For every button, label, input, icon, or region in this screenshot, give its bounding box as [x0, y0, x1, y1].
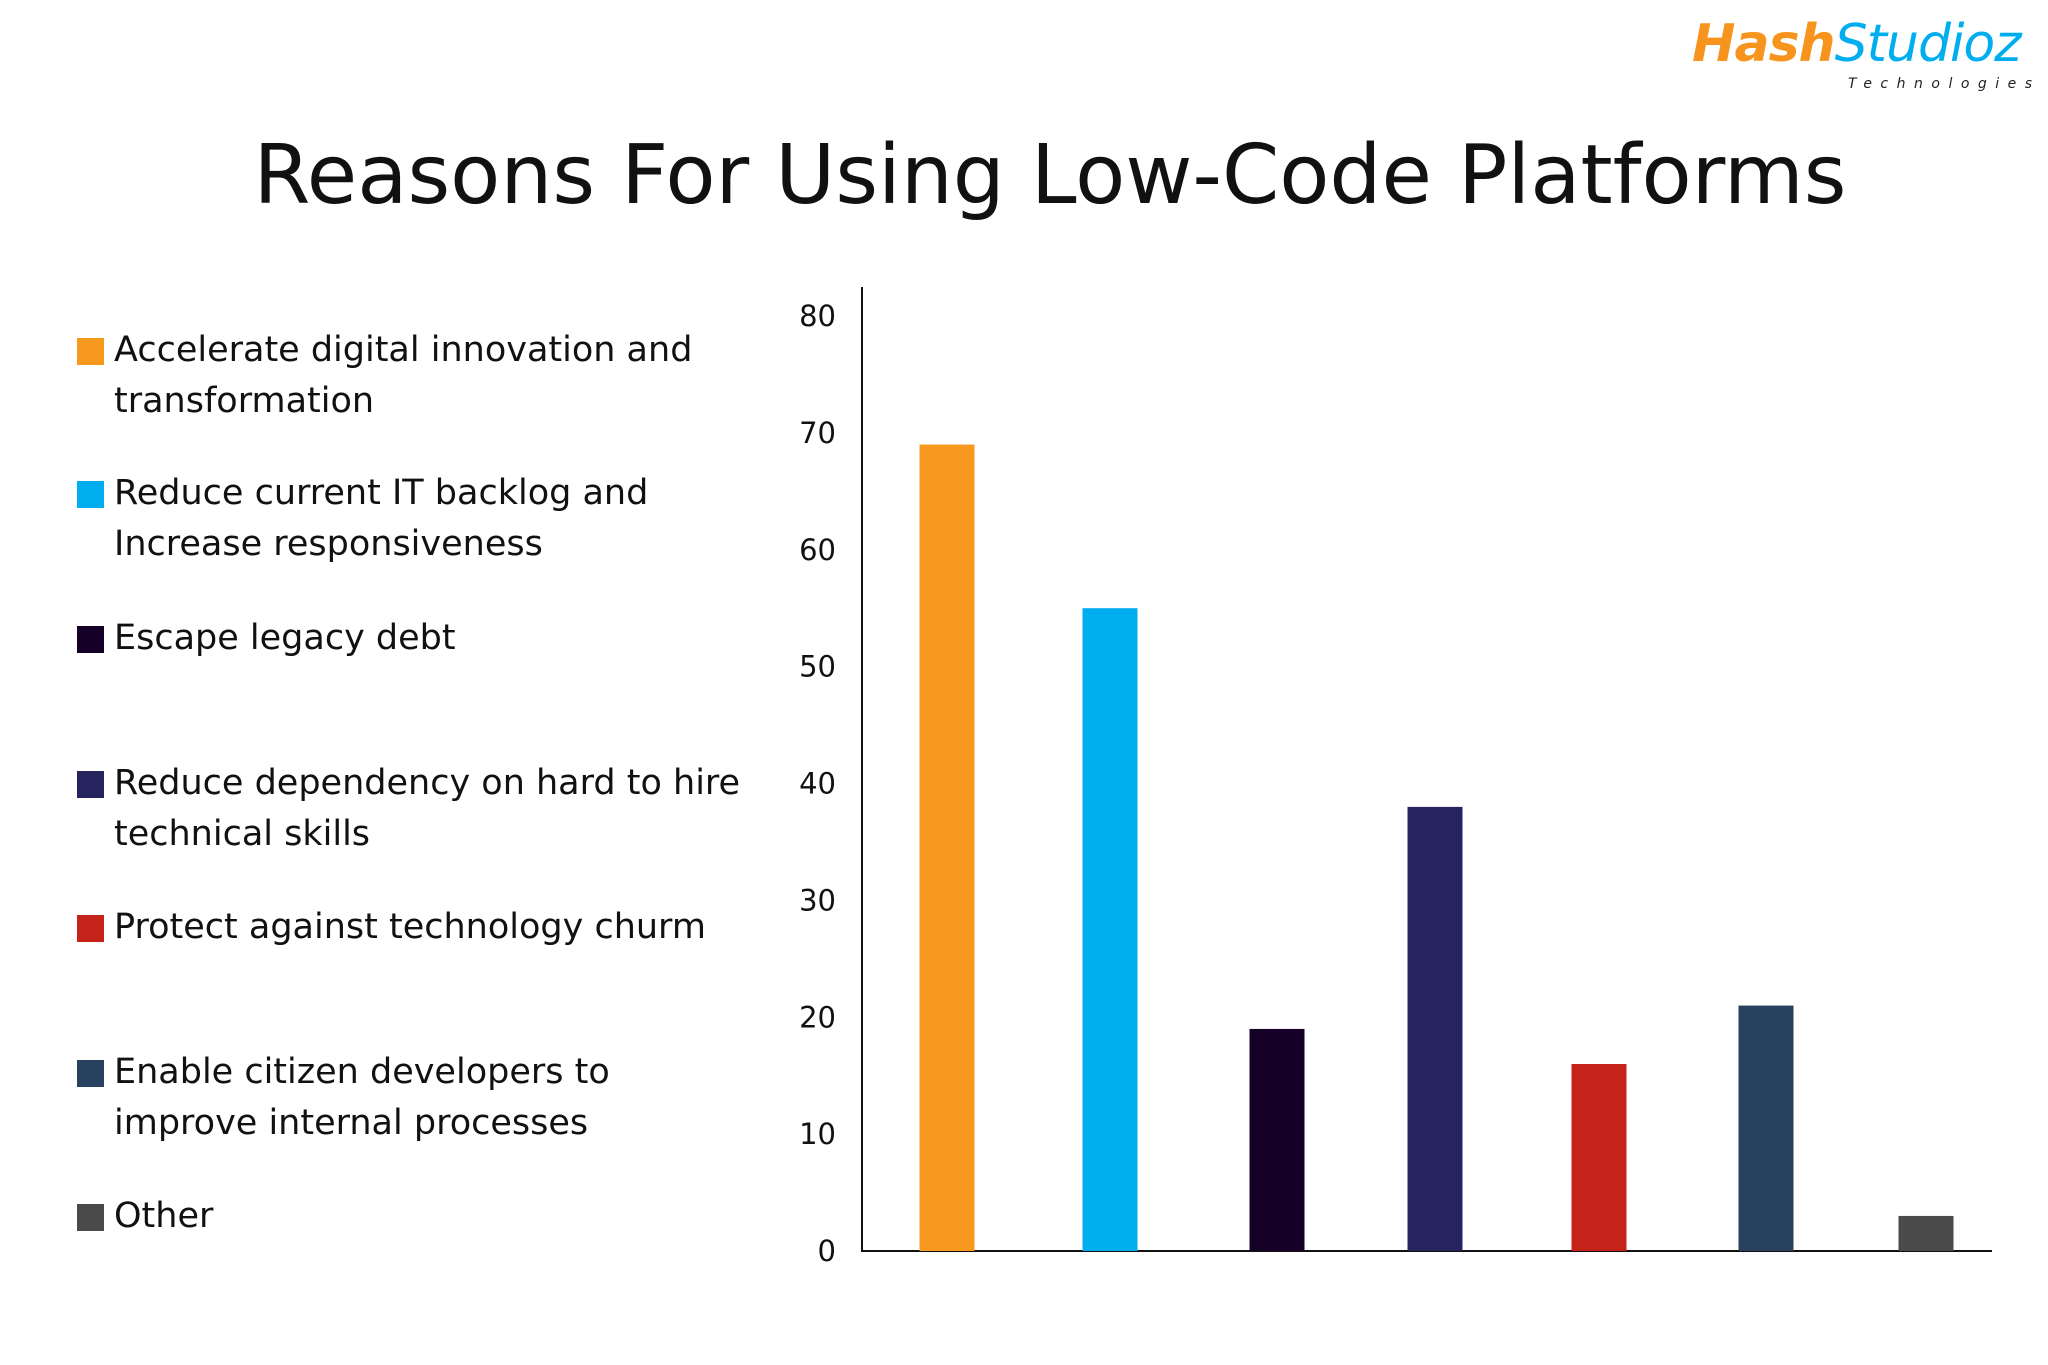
- legend-label: Other: [114, 1196, 214, 1236]
- legend-label: Protect against technology churm: [114, 907, 706, 947]
- chart-title: Reasons For Using Low-Code Platforms: [253, 128, 1847, 223]
- y-tick-label: 0: [818, 1234, 836, 1268]
- legend-swatch: [77, 915, 104, 942]
- bar-3: [1249, 1028, 1305, 1251]
- y-tick-label: 60: [799, 533, 836, 567]
- legend-label: Reduce current IT backlog and Increase r…: [114, 473, 649, 564]
- bar-2: [1082, 608, 1138, 1251]
- y-tick-label: 40: [799, 767, 836, 801]
- legend-swatch: [77, 1204, 104, 1231]
- legend-swatch: [77, 771, 104, 798]
- y-tick-label: 20: [799, 1000, 836, 1034]
- bar-7: [1898, 1215, 1954, 1251]
- legend-swatch: [77, 626, 104, 653]
- bar-4: [1407, 806, 1463, 1251]
- legend-label: Enable citizen developers to improve int…: [114, 1052, 610, 1143]
- legend-label: Accelerate digital innovation and transf…: [114, 330, 693, 421]
- y-tick-label: 80: [799, 299, 836, 333]
- bar-6: [1738, 1005, 1794, 1251]
- bar-1: [919, 444, 975, 1251]
- legend-swatch: [77, 338, 104, 365]
- legend-label: Escape legacy debt: [114, 618, 456, 658]
- logo-hash-text: Hash: [1692, 14, 1836, 74]
- bar-5: [1571, 1064, 1627, 1251]
- y-tick-label: 30: [799, 883, 836, 917]
- legend-label: Reduce dependency on hard to hire techni…: [114, 763, 741, 854]
- legend-swatch: [77, 1060, 104, 1087]
- logo-tagline: Technologies: [1848, 76, 2041, 92]
- y-tick-label: 70: [799, 416, 836, 450]
- logo-studioz-text: Studioz: [1834, 14, 2022, 74]
- legend-swatch: [77, 481, 104, 508]
- y-tick-label: 10: [799, 1117, 836, 1151]
- y-tick-label: 50: [799, 650, 836, 684]
- hashstudioz-logo: HashStudioz Technologies: [1692, 14, 2038, 98]
